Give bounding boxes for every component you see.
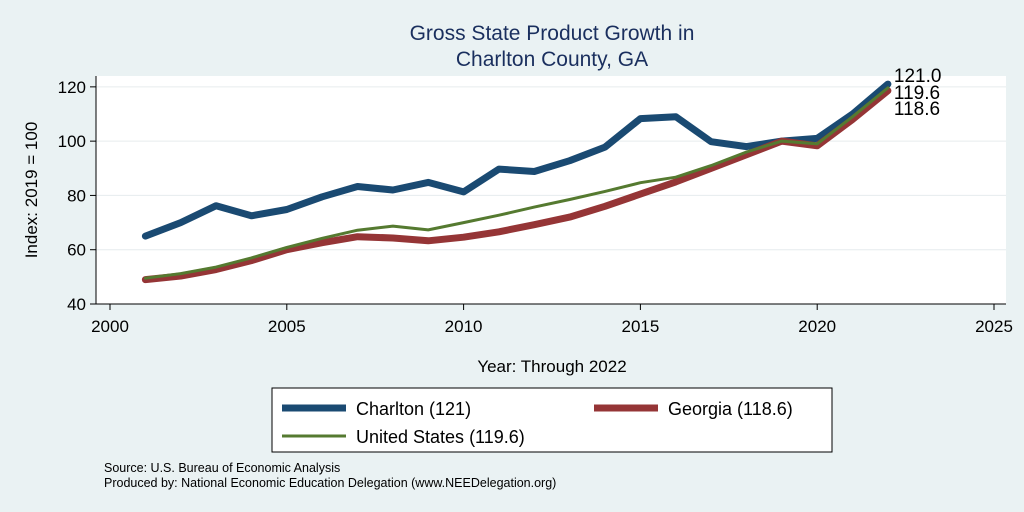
series-line-united-states bbox=[143, 86, 890, 280]
end-label-charlton: 121.0 bbox=[894, 66, 942, 87]
grid-lines bbox=[96, 86, 1006, 251]
end-label-united-states: 119.6 bbox=[894, 83, 940, 104]
x-tick-label: 2010 bbox=[445, 317, 483, 336]
produced-note: Produced by: National Economic Education… bbox=[104, 476, 556, 490]
x-tick-label: 2020 bbox=[798, 317, 836, 336]
axes: 40 60 80 100 120 2000 2005 2010 2015 2020 2025 bbox=[58, 76, 1013, 336]
x-tick-label: 2015 bbox=[621, 317, 659, 336]
end-label-georgia: 118.6 bbox=[894, 99, 940, 120]
x-tick-label: 2025 bbox=[975, 317, 1013, 336]
y-tick-label: 120 bbox=[58, 78, 86, 97]
legend-label-georgia: Georgia (118.6) bbox=[668, 399, 793, 419]
legend: Charlton (121) Georgia (118.6) United Stat… bbox=[282, 399, 793, 447]
x-axis-title: Year: Through 2022 bbox=[477, 357, 626, 376]
y-tick-label: 40 bbox=[67, 295, 86, 314]
legend-box bbox=[271, 387, 833, 453]
y-tick-label: 60 bbox=[67, 241, 86, 260]
x-tick-label: 2000 bbox=[91, 317, 129, 336]
chart-title-line-1: Gross State Product Growth in bbox=[410, 22, 695, 45]
source-note: Source: U.S. Bureau of Economic Analysis bbox=[104, 461, 340, 475]
plot-area bbox=[96, 76, 1006, 304]
x-tick-label: 2005 bbox=[268, 317, 306, 336]
legend-label-charlton: Charlton (121) bbox=[356, 399, 471, 419]
chart-title-line-2: Charlton County, GA bbox=[456, 48, 648, 71]
y-tick-label: 100 bbox=[58, 132, 86, 151]
y-axis-title: Index: 2019 = 100 bbox=[22, 122, 41, 259]
y-tick-label: 80 bbox=[67, 186, 86, 205]
series-lines bbox=[141, 80, 892, 284]
legend-label-united-states: United States (119.6) bbox=[356, 427, 525, 447]
series-line-charlton bbox=[141, 80, 892, 240]
